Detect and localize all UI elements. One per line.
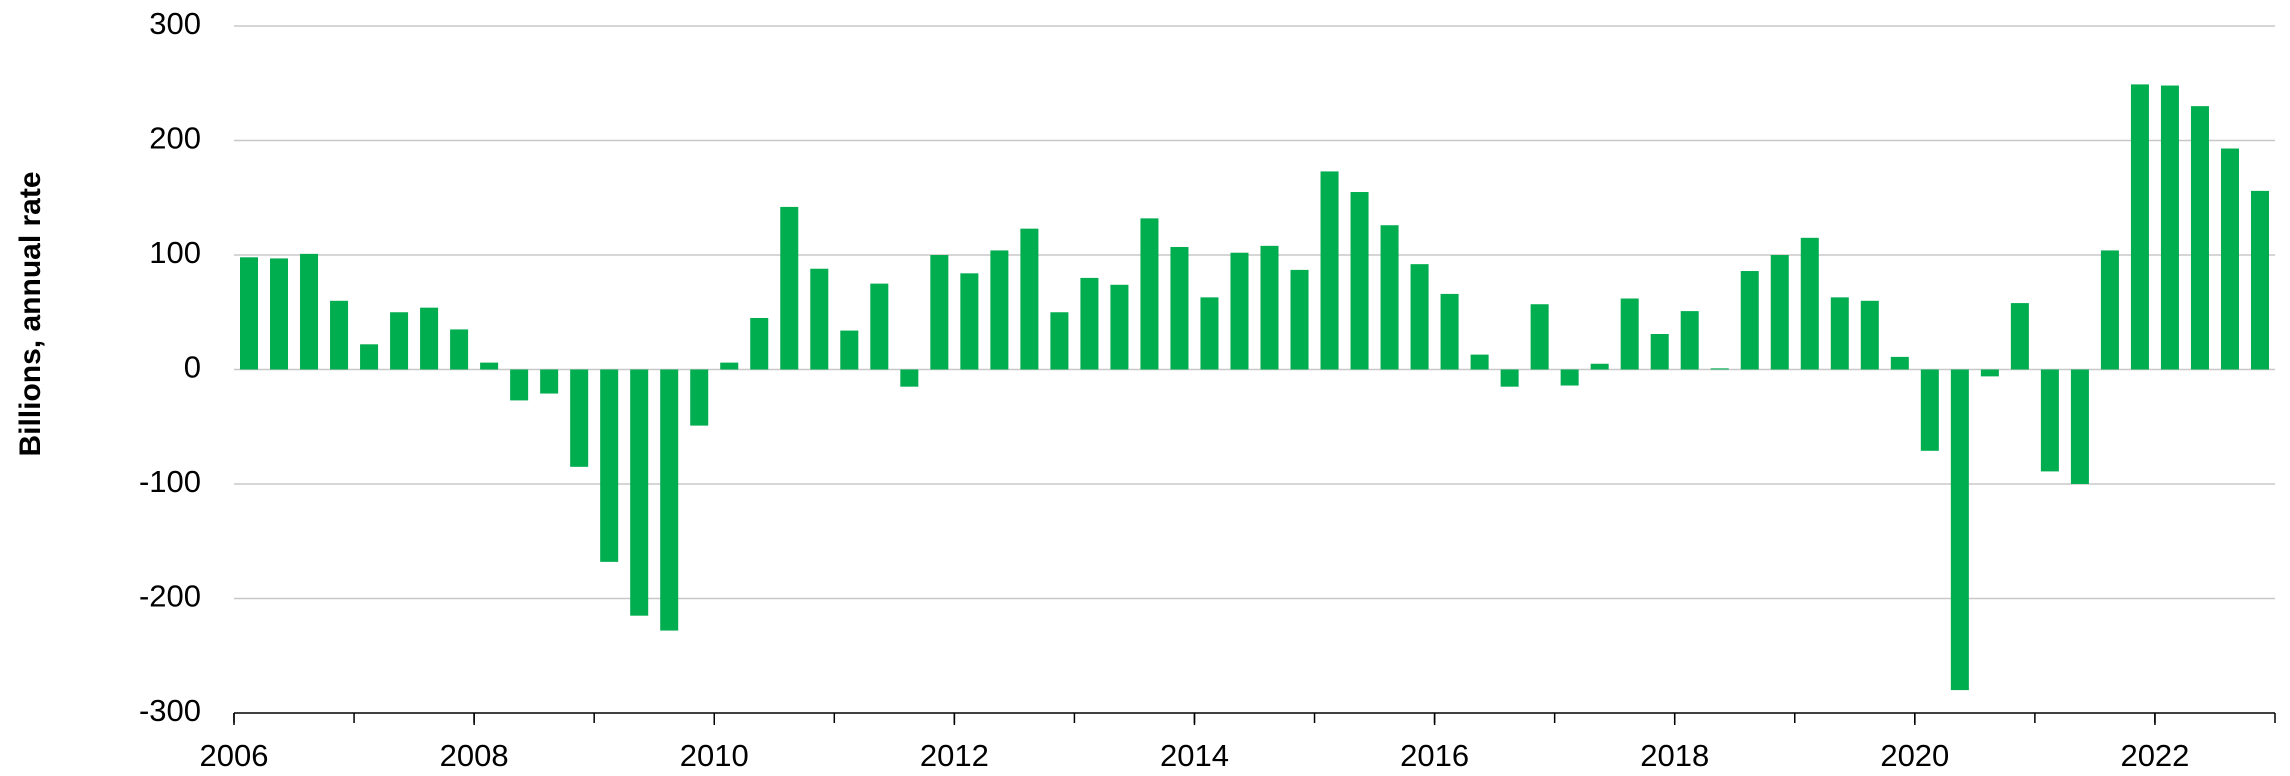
bar — [1560, 369, 1579, 386]
bar — [1020, 228, 1039, 370]
bar — [1050, 312, 1069, 370]
bar — [1620, 298, 1639, 370]
bar — [1410, 264, 1429, 370]
x-tick-label: 2016 — [1400, 738, 1469, 773]
bar — [390, 312, 409, 370]
bar — [1260, 245, 1279, 370]
bar — [2190, 106, 2209, 370]
bar — [1140, 218, 1159, 370]
bar — [330, 300, 349, 370]
bar — [840, 330, 859, 370]
bar — [2220, 148, 2239, 370]
bar — [990, 250, 1009, 370]
bar — [1590, 363, 1609, 370]
bar — [780, 206, 799, 370]
bar — [1650, 334, 1669, 370]
bar — [2250, 190, 2269, 370]
bar — [1980, 369, 1999, 377]
bar — [570, 369, 589, 467]
bar — [1530, 304, 1549, 370]
bar — [2070, 369, 2089, 484]
bar — [360, 344, 379, 370]
y-tick-label: 0 — [184, 350, 201, 385]
bar — [1320, 171, 1339, 370]
bar — [600, 369, 619, 562]
bar — [300, 253, 319, 370]
x-tick-label: 2020 — [1880, 738, 1949, 773]
bar — [2100, 250, 2119, 370]
bar — [720, 362, 739, 370]
bar — [1740, 271, 1759, 370]
bar — [1770, 255, 1789, 370]
bar — [1950, 369, 1969, 691]
bar — [930, 255, 949, 370]
bar — [1350, 192, 1369, 370]
bar — [1200, 297, 1219, 370]
x-tick-label: 2006 — [200, 738, 269, 773]
bar — [2010, 303, 2029, 370]
bar — [1230, 252, 1249, 370]
bar — [2160, 85, 2179, 370]
bar — [1470, 354, 1489, 370]
bar — [2040, 369, 2059, 472]
y-tick-label: -300 — [139, 693, 201, 728]
bar — [480, 362, 499, 370]
bar — [1110, 284, 1129, 370]
y-axis-label: Billions, annual rate — [14, 171, 47, 456]
bar — [1920, 369, 1939, 451]
bar — [1800, 237, 1819, 370]
bar — [870, 283, 889, 370]
bar — [540, 369, 559, 394]
x-tick-label: 2010 — [680, 738, 749, 773]
bar — [1170, 246, 1189, 370]
x-tick-label: 2008 — [440, 738, 509, 773]
bar — [510, 369, 529, 401]
bar — [960, 273, 979, 370]
x-tick-label: 2014 — [1160, 738, 1229, 773]
bar — [1890, 356, 1909, 370]
bar — [2130, 84, 2149, 370]
bar — [630, 369, 649, 616]
y-tick-label: 300 — [149, 6, 201, 41]
bar — [900, 369, 919, 387]
bar — [1380, 225, 1399, 370]
bar — [750, 317, 769, 370]
bar — [1440, 293, 1459, 370]
bar — [810, 268, 829, 370]
bar — [1710, 368, 1729, 370]
bar — [660, 369, 679, 631]
x-tick-label: 2022 — [2120, 738, 2189, 773]
bar — [1680, 311, 1699, 370]
bar — [1830, 297, 1849, 370]
bar — [270, 258, 289, 370]
bar — [1080, 277, 1099, 370]
x-tick-label: 2012 — [920, 738, 989, 773]
bar — [450, 329, 469, 370]
bar — [1500, 369, 1519, 387]
bar — [690, 369, 709, 426]
bar — [1290, 269, 1309, 370]
y-tick-label: 100 — [149, 235, 201, 270]
x-tick-label: 2018 — [1640, 738, 1709, 773]
bar — [420, 307, 439, 370]
y-tick-label: -200 — [139, 579, 201, 614]
bar — [1860, 300, 1879, 370]
bar — [240, 257, 259, 370]
y-tick-label: -100 — [139, 464, 201, 499]
y-tick-label: 200 — [149, 121, 201, 156]
